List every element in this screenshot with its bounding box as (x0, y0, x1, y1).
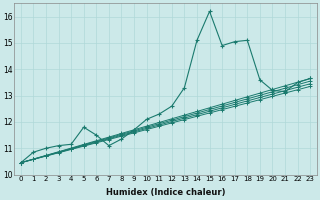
X-axis label: Humidex (Indice chaleur): Humidex (Indice chaleur) (106, 188, 225, 197)
